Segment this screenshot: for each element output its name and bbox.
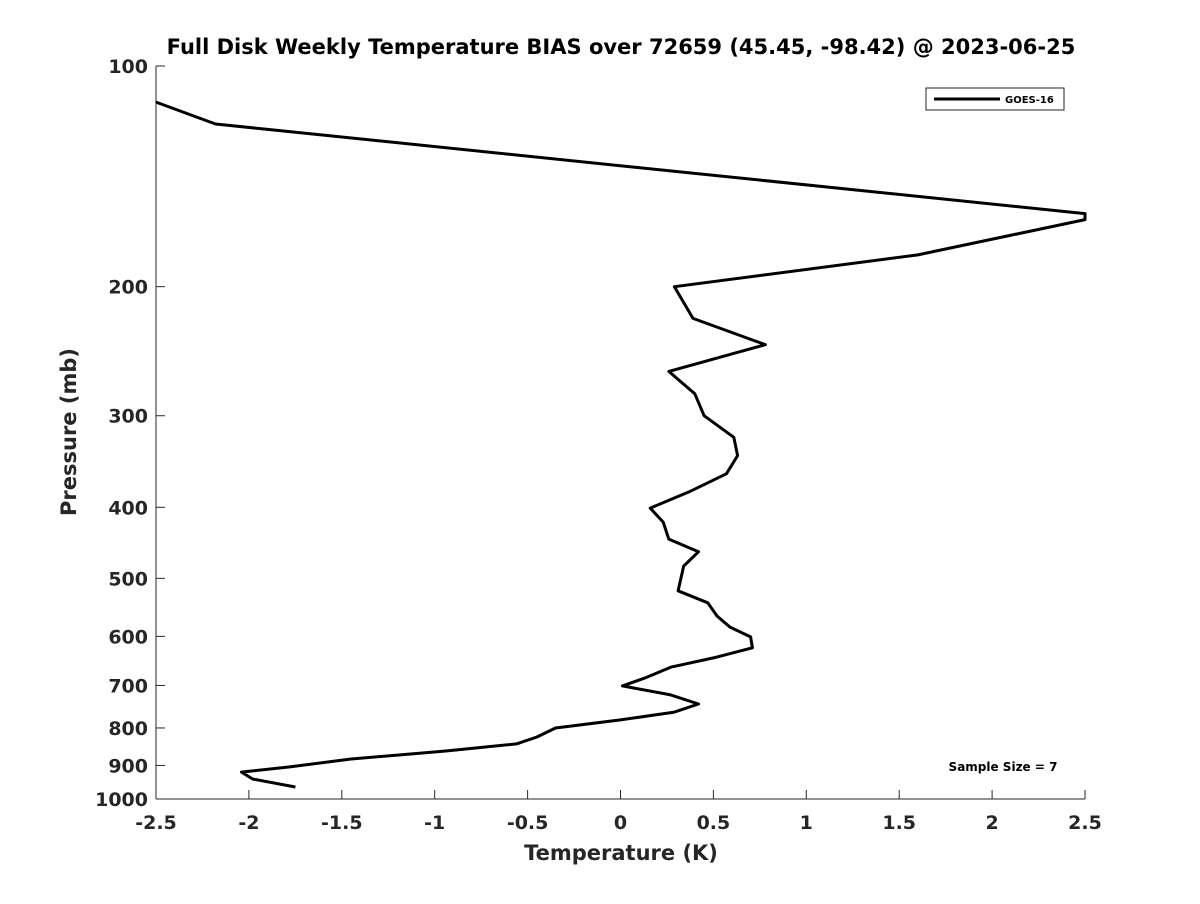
y-axis-label: Pressure (mb) — [57, 348, 81, 516]
series-line-goes-16 — [155, 100, 1087, 789]
x-tick-label: -2 — [238, 812, 259, 834]
x-tick-label: -0.5 — [507, 812, 549, 834]
x-tick-label: -1 — [424, 812, 445, 834]
x-tick-label: -1.5 — [321, 812, 363, 834]
axes: -2.5 -2 -1.5 -1 -0.5 0 0.5 1 1.5 2 2.5 100 200 300 400… — [95, 56, 1102, 834]
sample-size-annotation: Sample Size = 7 — [949, 760, 1058, 774]
x-axis-label: Temperature (K) — [524, 841, 718, 865]
y-tick-label: 900 — [108, 755, 148, 777]
x-tick-label: 2.5 — [1068, 812, 1102, 834]
x-tick-label: 1 — [800, 812, 813, 834]
x-tick-label: -2.5 — [135, 812, 177, 834]
series-layer — [155, 100, 1087, 789]
y-tick-label: 200 — [108, 277, 148, 299]
y-tick-label: 300 — [108, 406, 148, 428]
legend: GOES-16 — [925, 87, 1065, 111]
chart-title: Full Disk Weekly Temperature BIAS over 7… — [167, 35, 1076, 59]
y-tick-label: 400 — [108, 497, 148, 519]
x-tick-label: 1.5 — [882, 812, 916, 834]
y-tick-label: 600 — [108, 626, 148, 648]
y-tick-label: 500 — [108, 568, 148, 590]
y-tick-label: 800 — [108, 718, 148, 740]
y-tick-label: 700 — [108, 675, 148, 697]
x-tick-label: 0 — [614, 812, 627, 834]
y-tick-label: 1000 — [95, 789, 148, 811]
x-tick-label: 2 — [985, 812, 998, 834]
x-tick-label: 0.5 — [697, 812, 731, 834]
y-tick-label: 100 — [108, 56, 148, 78]
legend-label-goes-16: GOES-16 — [1005, 95, 1054, 106]
